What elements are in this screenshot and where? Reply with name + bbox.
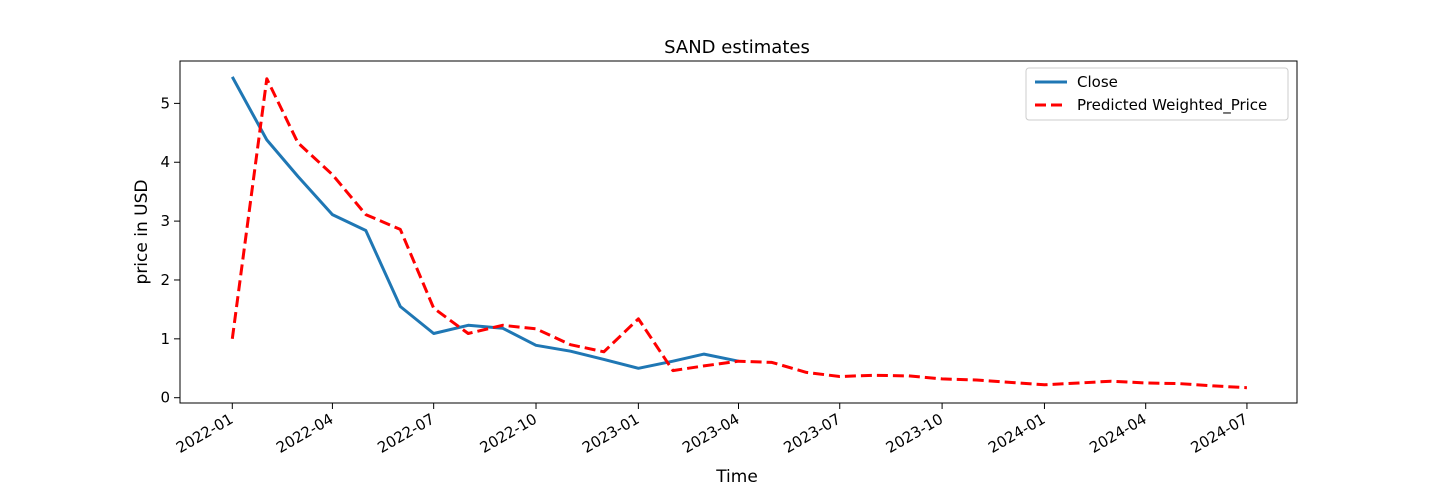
y-tick-label: 5 — [160, 94, 170, 112]
legend-label-1: Predicted Weighted_Price — [1077, 96, 1267, 115]
x-axis: 2022-01 2022-04 2022-07 2022-10 2023-01 2023-… — [173, 403, 1251, 457]
x-tick-label: 2024-01 — [985, 410, 1048, 457]
x-tick-label: 2024-07 — [1188, 410, 1251, 457]
y-tick-label: 0 — [160, 389, 170, 407]
y-axis: 0 1 2 3 4 5 — [160, 94, 180, 407]
x-axis-label: Time — [715, 467, 758, 487]
x-tick-label: 2022-04 — [273, 410, 336, 457]
x-tick-label: 2023-07 — [780, 410, 843, 457]
legend: Close Predicted Weighted_Price — [1025, 67, 1289, 121]
x-tick-label: 2023-04 — [679, 410, 742, 457]
series-line-1 — [230, 77, 1247, 390]
x-tick-label: 2024-04 — [1086, 410, 1149, 457]
x-tick-label: 2022-07 — [374, 410, 437, 457]
x-tick-label: 2023-01 — [579, 410, 642, 457]
legend-label-0: Close — [1077, 73, 1118, 91]
y-tick-label: 3 — [160, 212, 170, 230]
x-tick-label: 2022-10 — [477, 410, 540, 457]
x-tick-label: 2023-10 — [883, 410, 946, 457]
y-tick-label: 4 — [160, 153, 170, 171]
plot-area — [230, 76, 1247, 390]
y-tick-label: 1 — [160, 330, 170, 348]
series-line-0 — [230, 76, 739, 370]
chart-title: SAND estimates — [664, 37, 810, 58]
x-tick-label: 2022-01 — [173, 410, 236, 457]
y-tick-label: 2 — [160, 271, 170, 289]
y-axis-label: price in USD — [132, 180, 152, 285]
legend-box — [1025, 67, 1289, 121]
